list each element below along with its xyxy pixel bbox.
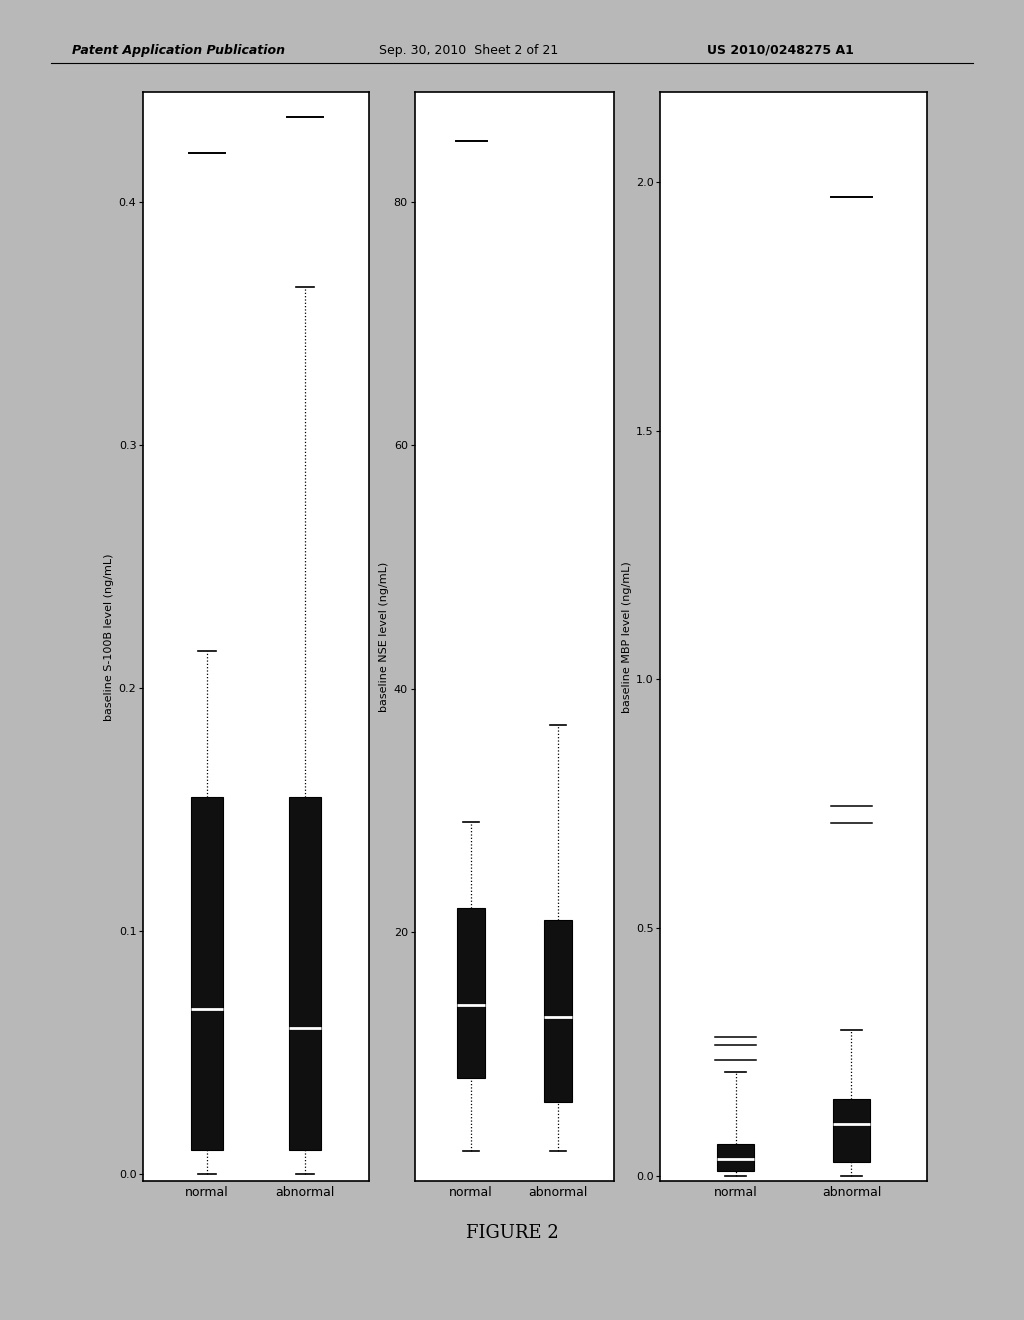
Bar (833, 1100, 870, 1162)
Text: FIGURE 2: FIGURE 2 (466, 1224, 558, 1242)
Text: US 2010/0248275 A1: US 2010/0248275 A1 (707, 44, 853, 57)
Text: Patent Application Publication: Patent Application Publication (72, 44, 285, 57)
Y-axis label: baseline NSE level (ng/mL): baseline NSE level (ng/mL) (380, 562, 389, 711)
Bar (191, 797, 222, 1150)
Bar (717, 1144, 755, 1171)
Y-axis label: baseline MBP level (ng/mL): baseline MBP level (ng/mL) (622, 561, 632, 713)
Bar (458, 908, 485, 1078)
Bar (544, 920, 571, 1102)
Y-axis label: baseline S-100B level (ng/mL): baseline S-100B level (ng/mL) (104, 553, 115, 721)
Text: Sep. 30, 2010  Sheet 2 of 21: Sep. 30, 2010 Sheet 2 of 21 (379, 44, 558, 57)
Bar (290, 797, 321, 1150)
